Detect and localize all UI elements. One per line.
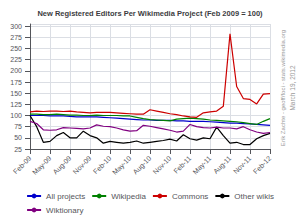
svg-text:May-10: May-10	[111, 154, 133, 176]
svg-text:Aug-09: Aug-09	[52, 154, 74, 176]
svg-text:Wikipedia: Wikipedia	[111, 192, 146, 201]
svg-text:Nov-10: Nov-10	[152, 154, 173, 175]
svg-text:New Registered Editors Per Wik: New Registered Editors Per Wikimedia Pro…	[37, 9, 263, 18]
svg-text:Nov-11: Nov-11	[232, 154, 253, 175]
svg-text:March 19, 2012: March 19, 2012	[289, 65, 296, 111]
svg-text:May-11: May-11	[191, 154, 213, 176]
svg-text:Feb-09: Feb-09	[12, 154, 33, 175]
svg-text:100: 100	[10, 112, 22, 119]
svg-text:May-09: May-09	[31, 154, 53, 176]
svg-text:175: 175	[10, 79, 22, 86]
svg-text:Feb-12: Feb-12	[252, 154, 273, 175]
svg-text:Aug-11: Aug-11	[212, 154, 233, 175]
svg-text:25: 25	[14, 146, 22, 153]
svg-text:Feb-10: Feb-10	[92, 154, 113, 175]
svg-text:Aug-10: Aug-10	[132, 154, 154, 176]
svg-text:200: 200	[10, 67, 22, 74]
svg-text:250: 250	[10, 45, 22, 52]
svg-text:225: 225	[10, 56, 22, 63]
svg-text:Commons: Commons	[172, 192, 208, 201]
svg-text:Other wikis: Other wikis	[234, 192, 274, 201]
svg-text:Erik Zachte - geoff/foci - sta: Erik Zachte - geoff/foci - stats.wikimed…	[280, 30, 286, 146]
svg-text:300: 300	[10, 23, 22, 30]
svg-text:Feb-11: Feb-11	[172, 154, 192, 174]
svg-text:Wiktionary: Wiktionary	[46, 206, 83, 215]
svg-text:125: 125	[10, 101, 22, 108]
svg-text:75: 75	[14, 123, 22, 130]
svg-text:Nov-09: Nov-09	[72, 154, 93, 175]
svg-text:50: 50	[14, 134, 22, 141]
svg-text:All projects: All projects	[46, 192, 85, 201]
svg-text:275: 275	[10, 34, 22, 41]
svg-text:150: 150	[10, 90, 22, 97]
